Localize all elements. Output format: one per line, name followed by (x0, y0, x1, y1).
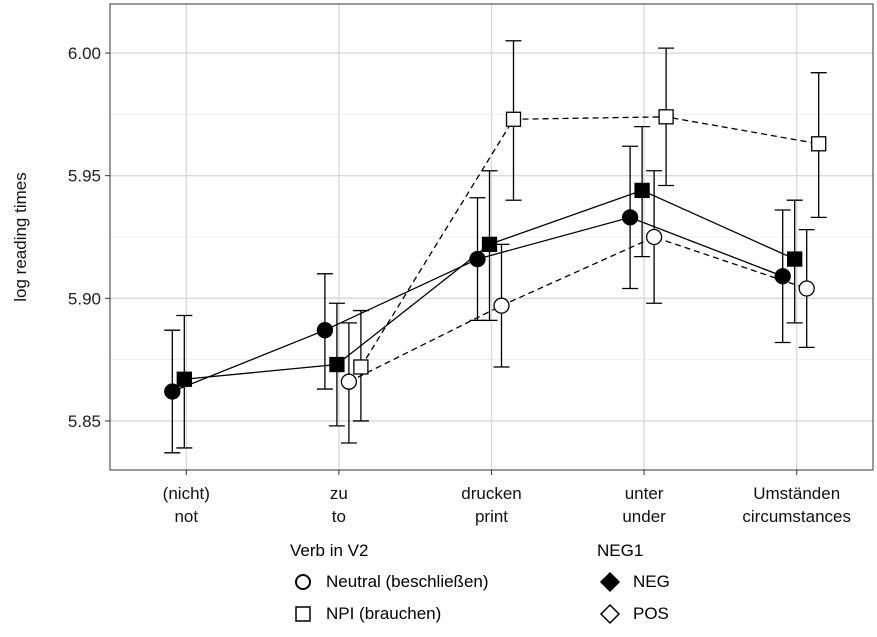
legend-verb: Verb in V2 Neutral (beschließen) NPI (br… (290, 540, 489, 630)
x-tick-label: unter (625, 484, 664, 503)
open-square-icon (290, 601, 316, 627)
legend-item-pos: POS (597, 598, 670, 630)
data-point-circle (645, 228, 663, 246)
x-tick-label: zu (330, 484, 348, 503)
legend-item-neutral: Neutral (beschließen) (290, 566, 489, 598)
data-point-circle (798, 280, 815, 297)
legend-verb-title: Verb in V2 (290, 541, 369, 560)
y-tick-label: 5.95 (68, 167, 101, 186)
x-tick-label-translation: not (174, 507, 198, 526)
legend-item-label: NEG (633, 572, 670, 591)
series-line (360, 116, 819, 368)
data-point-circle (316, 322, 334, 339)
legend-item-label: NPI (brauchen) (326, 604, 442, 623)
x-tick-label-translation: print (475, 507, 508, 526)
data-point-circle (774, 268, 791, 285)
open-diamond-icon (597, 601, 623, 627)
y-axis-label: log reading times (11, 172, 30, 301)
x-tick-label-translation: under (622, 507, 666, 526)
y-tick-label: 5.90 (68, 289, 101, 308)
data-point-square (787, 251, 803, 267)
data-point-circle (340, 373, 358, 390)
chart-svg: 5.85 5.90 5.95 6.00 (nicht) not zu to drucken pri… (11, 3, 874, 526)
data-point-square (353, 359, 369, 375)
data-point-circle (164, 383, 181, 400)
data-point-circle (469, 250, 486, 268)
data-point-square (505, 111, 522, 127)
data-point-square (481, 236, 498, 253)
data-point-square (329, 356, 345, 373)
x-tick-label: (nicht) (163, 484, 210, 503)
data-point-square (634, 182, 650, 199)
y-tick-label: 6.00 (68, 44, 101, 63)
legend-neg: NEG1 NEG POS (597, 540, 670, 630)
data-point-square (811, 136, 827, 152)
legend-item-label: POS (633, 604, 669, 623)
data-point-circle (493, 297, 510, 314)
legend-item-label: Neutral (beschließen) (326, 572, 489, 591)
x-tick-label: drucken (461, 484, 521, 503)
data-point-square (176, 371, 192, 387)
open-circle-icon (290, 569, 316, 595)
legend-neg-title: NEG1 (597, 541, 644, 560)
series-line (348, 236, 807, 383)
x-tick-label-translation: circumstances (742, 507, 851, 526)
data-point-circle (621, 209, 639, 226)
legend-item-npi: NPI (brauchen) (290, 598, 489, 630)
data-point-square (658, 109, 674, 125)
x-tick-label-translation: to (332, 507, 346, 526)
x-tick-label: Umständen (753, 484, 840, 503)
filled-diamond-icon (597, 569, 623, 595)
legend-item-neg: NEG (597, 566, 670, 598)
y-tick-label: 5.85 (68, 412, 101, 431)
